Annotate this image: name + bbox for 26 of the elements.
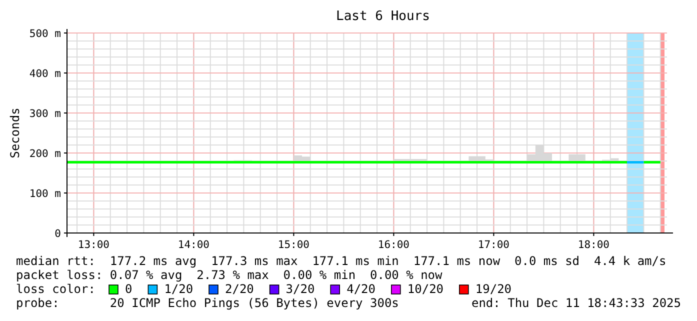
legend-label: 4/20 — [346, 282, 376, 296]
y-tick-label: 0 — [54, 228, 61, 240]
legend-label: 19/20 — [475, 282, 512, 296]
y-tick-label: 500 m — [29, 28, 61, 40]
legend-label: 3/20 — [286, 282, 315, 296]
text: packet loss: 0.07 % avg 2.73 % max 0.00 % min 0.00 % now — [16, 268, 444, 282]
legend-label: 10/20 — [407, 282, 444, 296]
y-tick-label: 400 m — [29, 68, 61, 80]
legend-title: loss color: — [16, 282, 96, 296]
x-tick-label: 13:00 — [78, 239, 110, 251]
x-tick-label: 15:00 — [278, 239, 310, 251]
text: median rtt: 177.2 ms avg 177.3 ms max 177.1 ms min 177.1 ms now 0.0 ms sd 4.4 k am/s — [16, 254, 666, 268]
x-tick-label: 14:00 — [178, 239, 210, 251]
text: probe: 20 ICMP Echo Pings (56 Bytes) every 300s — [16, 296, 399, 310]
x-tick-label: 18:00 — [578, 239, 610, 251]
y-tick-label: 100 m — [29, 188, 61, 200]
y-tick-label: 300 m — [29, 108, 61, 120]
chart-title: Last 6 Hours — [336, 9, 430, 24]
legend-label: 0 — [125, 282, 132, 296]
x-tick-label: 17:00 — [478, 239, 510, 251]
legend-label: 2/20 — [225, 282, 254, 296]
legend-label: 1/20 — [164, 282, 194, 296]
y-axis-title: Seconds — [8, 108, 22, 158]
text: end: Thu Dec 11 18:43:33 2025 — [471, 296, 681, 310]
x-tick-label: 16:00 — [378, 239, 410, 251]
y-tick-label: 200 m — [29, 148, 61, 160]
